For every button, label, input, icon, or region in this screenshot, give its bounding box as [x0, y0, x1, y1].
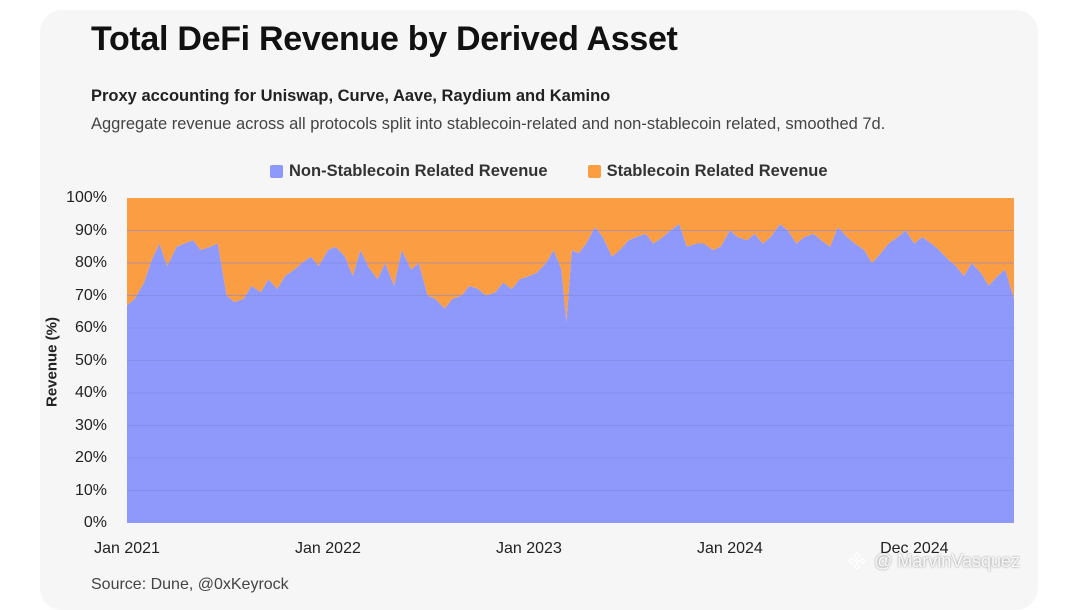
y-tick-label: 90%	[74, 221, 107, 239]
y-tick-label: 20%	[74, 449, 107, 466]
y-tick-label: 80%	[74, 254, 107, 271]
y-tick-label: 70%	[74, 286, 107, 304]
y-tick-label: 10%	[74, 481, 107, 499]
y-tick-label: 40%	[74, 384, 107, 401]
legend-swatch-stablecoin	[587, 164, 601, 178]
chart-description: Aggregate revenue across all protocols s…	[91, 115, 886, 133]
legend-label-stablecoin: Stablecoin Related Revenue	[606, 161, 828, 180]
x-tick-label: Jan 2021	[94, 540, 160, 557]
x-tick-label: Jan 2024	[696, 540, 763, 557]
legend: Non-Stablecoin Related Revenue Stablecoi…	[270, 160, 868, 182]
binance-logo-icon	[847, 551, 867, 571]
chart-subtitle: Proxy accounting for Uniswap, Curve, Aav…	[91, 87, 611, 105]
legend-item-non-stablecoin[interactable]: Non-Stablecoin Related Revenue	[270, 162, 548, 181]
area-stablecoin	[127, 198, 1014, 322]
source-note: Source: Dune, @0xKeyrock	[91, 576, 289, 593]
y-tick-label: 30%	[74, 416, 107, 434]
x-tick-label: Dec 2024	[880, 540, 949, 557]
watermark-text: @ MarvinVasquez	[874, 550, 1020, 571]
chart-plot-area	[127, 198, 1014, 523]
legend-label-non-stablecoin: Non-Stablecoin Related Revenue	[289, 161, 548, 180]
legend-swatch-non-stablecoin	[270, 164, 283, 178]
watermark: @ MarvinVasquez	[846, 550, 1020, 572]
y-tick-label: 50%	[74, 351, 107, 369]
y-tick-label: 100%	[66, 189, 107, 206]
legend-item-stablecoin[interactable]: Stablecoin Related Revenue	[587, 161, 828, 181]
y-tick-label: 60%	[74, 319, 107, 336]
chart-title: Total DeFi Revenue by Derived Asset	[91, 20, 678, 58]
x-tick-label: Jan 2023	[496, 540, 562, 557]
y-tick-label: 0%	[83, 514, 107, 531]
x-tick-label: Jan 2022	[295, 540, 361, 557]
area-non-stablecoin	[127, 224, 1014, 523]
